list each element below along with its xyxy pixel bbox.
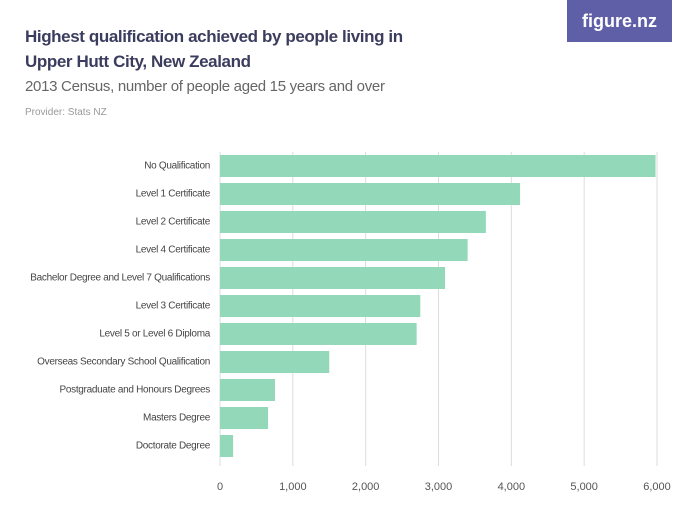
bar <box>220 267 446 289</box>
bar <box>220 351 330 373</box>
bar <box>220 183 521 205</box>
y-tick-label: Level 3 Certificate <box>136 301 211 312</box>
bar <box>220 379 275 401</box>
x-tick-label: 5,000 <box>570 481 598 493</box>
chart-subtitle: 2013 Census, number of people aged 15 ye… <box>25 78 385 95</box>
bar <box>220 323 417 345</box>
logo[interactable]: figure.nz <box>567 0 672 42</box>
y-tick-label: No Qualification <box>144 161 210 172</box>
x-tick-label: 1,000 <box>279 481 307 493</box>
y-tick-label: Level 1 Certificate <box>136 189 211 200</box>
bar <box>220 435 234 457</box>
chart-title: Highest qualification achieved by people… <box>25 27 403 71</box>
y-tick-label: Level 5 or Level 6 Diploma <box>99 329 210 340</box>
bar <box>220 239 468 261</box>
x-tick-label: 4,000 <box>498 481 526 493</box>
y-tick-label: Level 2 Certificate <box>136 217 211 228</box>
y-tick-label: Postgraduate and Honours Degrees <box>59 385 210 396</box>
y-tick-label: Doctorate Degree <box>136 441 211 452</box>
y-tick-label: Bachelor Degree and Level 7 Qualificatio… <box>30 273 210 284</box>
x-tick-label: 0 <box>217 481 223 493</box>
bar <box>220 407 269 429</box>
bar <box>220 295 421 317</box>
x-tick-label: 3,000 <box>425 481 453 493</box>
y-tick-label: Overseas Secondary School Qualification <box>37 357 210 368</box>
y-tick-label: Masters Degree <box>143 413 211 424</box>
provider: Provider: Stats NZ <box>25 107 107 118</box>
y-tick-label: Level 4 Certificate <box>136 245 211 256</box>
x-tick-label: 6,000 <box>643 481 671 493</box>
bar <box>220 211 486 233</box>
x-tick-label: 2,000 <box>352 481 380 493</box>
bar <box>220 155 656 177</box>
